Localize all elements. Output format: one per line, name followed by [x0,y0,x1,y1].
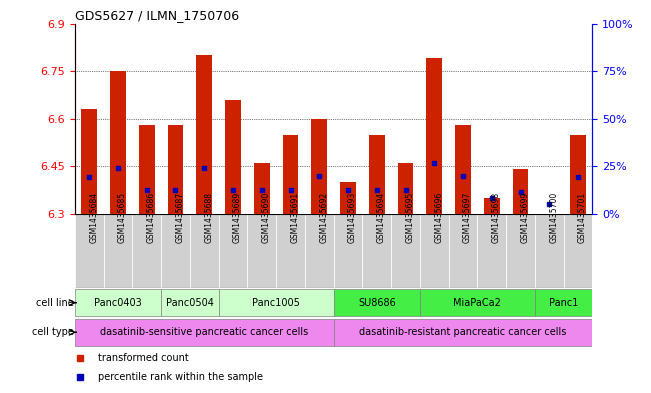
Text: Panc0504: Panc0504 [166,298,214,308]
Text: GSM1435698: GSM1435698 [492,192,501,243]
Text: GSM1435692: GSM1435692 [319,192,328,243]
Text: percentile rank within the sample: percentile rank within the sample [98,372,263,382]
Bar [219,214,247,288]
Text: GSM1435688: GSM1435688 [204,192,214,243]
Bar [81,109,97,214]
Bar [564,214,592,288]
Bar [104,214,132,288]
Bar [391,214,420,288]
Bar [369,134,385,214]
Bar [333,214,363,288]
Text: GSM1435690: GSM1435690 [262,192,271,243]
Text: cell type: cell type [31,327,74,337]
Bar [276,214,305,288]
Bar [75,319,333,345]
Bar [363,214,391,288]
Bar [333,289,420,316]
Bar [340,182,356,214]
Text: GSM1435695: GSM1435695 [406,192,415,243]
Text: Panc0403: Panc0403 [94,298,142,308]
Text: GSM1435694: GSM1435694 [377,192,386,243]
Bar [420,214,449,288]
Bar [570,134,586,214]
Text: GSM1435696: GSM1435696 [434,192,443,243]
Bar [333,319,592,345]
Bar [167,125,184,214]
Text: Panc1005: Panc1005 [252,298,300,308]
Bar [506,214,535,288]
Bar [75,289,161,316]
Text: GSM1435684: GSM1435684 [89,192,98,243]
Bar [305,214,333,288]
Bar [197,55,212,214]
Text: GSM1435697: GSM1435697 [463,192,472,243]
Bar [161,214,190,288]
Bar [535,289,592,316]
Text: Panc1: Panc1 [549,298,578,308]
Bar [219,289,333,316]
Bar [311,119,327,214]
Text: dasatinib-resistant pancreatic cancer cells: dasatinib-resistant pancreatic cancer ce… [359,327,567,337]
Text: GSM1435701: GSM1435701 [578,192,587,243]
Text: transformed count: transformed count [98,353,189,363]
Text: dasatinib-sensitive pancreatic cancer cells: dasatinib-sensitive pancreatic cancer ce… [100,327,309,337]
Bar [132,214,161,288]
Bar [161,289,219,316]
Text: GDS5627 / ILMN_1750706: GDS5627 / ILMN_1750706 [75,9,239,22]
Text: GSM1435691: GSM1435691 [290,192,299,243]
Text: GSM1435686: GSM1435686 [146,192,156,243]
Bar [535,214,564,288]
Bar [254,163,270,214]
Bar [225,100,241,214]
Bar [247,214,276,288]
Text: MiaPaCa2: MiaPaCa2 [454,298,501,308]
Bar [484,198,500,214]
Bar [110,71,126,214]
Text: SU8686: SU8686 [358,298,396,308]
Text: GSM1435693: GSM1435693 [348,192,357,243]
Bar [455,125,471,214]
Text: GSM1435685: GSM1435685 [118,192,127,243]
Bar [449,214,477,288]
Bar [426,59,442,214]
Bar [477,214,506,288]
Text: GSM1435699: GSM1435699 [521,192,529,243]
Text: GSM1435689: GSM1435689 [233,192,242,243]
Text: cell line: cell line [36,298,74,308]
Bar [190,214,219,288]
Bar [75,214,104,288]
Bar [398,163,413,214]
Text: GSM1435700: GSM1435700 [549,192,559,243]
Bar [512,169,529,214]
Bar [139,125,155,214]
Bar [283,134,298,214]
Bar [420,289,535,316]
Text: GSM1435687: GSM1435687 [176,192,184,243]
